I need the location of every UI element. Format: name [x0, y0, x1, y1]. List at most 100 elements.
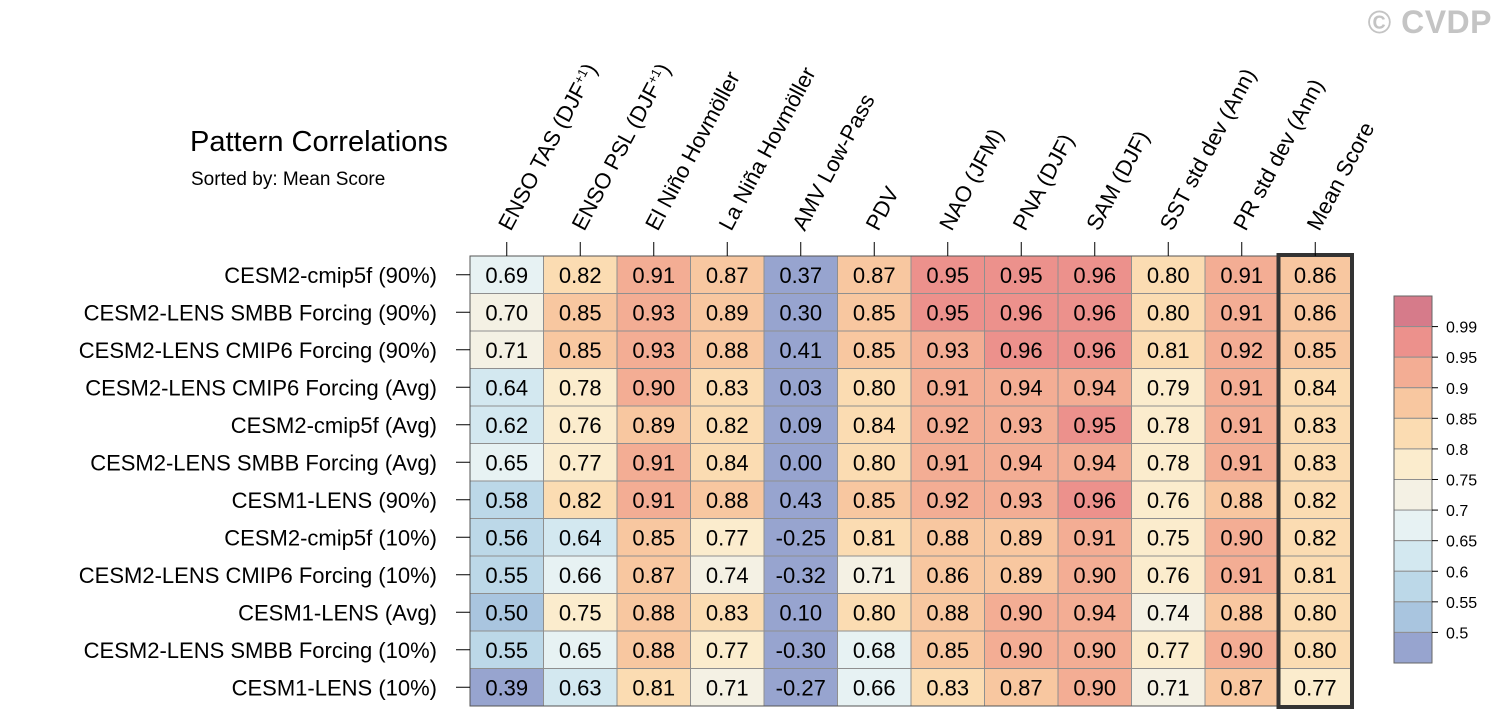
colorbar-tick-label: 0.5: [1446, 625, 1468, 642]
cell-value-label: 0.90: [1000, 638, 1043, 663]
heatmap-cell: [1204, 443, 1279, 482]
colorbar-tick-label: 0.8: [1446, 442, 1468, 459]
cell-value-label: 0.71: [485, 338, 528, 363]
cell-value-label: 0.62: [485, 413, 528, 438]
heatmap-cell: [984, 518, 1059, 557]
cell-value-label: 0.91: [632, 263, 675, 288]
cell-value-label: 0.95: [926, 300, 969, 325]
cell-value-label: 0.83: [926, 675, 969, 700]
heatmap-cell: [984, 630, 1059, 669]
colorbar-segment: [1393, 601, 1433, 633]
cell-value-label: 0.85: [559, 300, 602, 325]
cell-value-label: 0.39: [485, 675, 528, 700]
heatmap-cell: [1204, 405, 1279, 444]
cell-value-label: 0.91: [1073, 525, 1116, 550]
colorbar-segment: [1393, 326, 1433, 358]
cell-value-label: 0.71: [1147, 675, 1190, 700]
row-label: CESM2-LENS SMBB Forcing (Avg): [90, 450, 437, 475]
cell-value-label: 0.85: [632, 525, 675, 550]
cell-value-label: 0.00: [779, 450, 822, 475]
cell-value-label: 0.94: [1000, 450, 1043, 475]
cell-value-label: 0.85: [853, 338, 896, 363]
heatmap-cell: [763, 405, 838, 444]
column-labels: ENSO TAS (DJF+1)ENSO PSL (DJF+1)El Niño …: [493, 59, 1379, 256]
heatmap-cell: [837, 555, 912, 594]
cell-value-label: 0.90: [1073, 675, 1116, 700]
colorbar-segment: [1393, 540, 1433, 572]
cell-value-label: 0.93: [1000, 413, 1043, 438]
cell-value-label: 0.96: [1073, 263, 1116, 288]
heatmap-cell: [1278, 405, 1353, 444]
cell-value-label: 0.66: [853, 675, 896, 700]
cell-value-label: 0.83: [1294, 413, 1337, 438]
cell-value-label: 0.75: [1147, 525, 1190, 550]
heatmap-cell: [1131, 480, 1206, 519]
heatmap-cell: [763, 668, 838, 707]
cell-value-label: 0.87: [1000, 675, 1043, 700]
colorbar-segment: [1393, 509, 1433, 542]
colorbar-segment: [1393, 479, 1433, 511]
heatmap-cell: [1131, 630, 1206, 669]
heatmap-cell: [910, 630, 985, 669]
cell-value-label: 0.82: [706, 413, 749, 438]
cell-value-label: 0.09: [779, 413, 822, 438]
heatmap-cell: [616, 330, 691, 369]
heatmap-cell: [543, 480, 618, 519]
heatmap-cell: [1131, 443, 1206, 482]
cell-value-label: 0.81: [1147, 338, 1190, 363]
chart-subtitle: Sorted by: Mean Score: [191, 169, 386, 190]
cell-value-label: 0.56: [485, 525, 528, 550]
heatmap-cell: [1131, 368, 1206, 407]
cell-value-label: -0.25: [776, 525, 826, 550]
heatmap-cell: [1057, 443, 1132, 482]
cell-value-label: 0.96: [1073, 338, 1116, 363]
colorbar-segment: [1393, 417, 1433, 450]
cell-value-label: 0.91: [1220, 450, 1263, 475]
row-label: CESM2-cmip5f (Avg): [231, 413, 437, 438]
cell-value-label: 0.95: [1073, 413, 1116, 438]
heatmap-cell: [1204, 593, 1279, 632]
colorbar-segment: [1393, 295, 1433, 328]
cell-value-label: 0.70: [485, 300, 528, 325]
heatmap-cell: [1057, 518, 1132, 557]
heatmap-cell: [910, 593, 985, 632]
column-label: PNA (DJF): [1008, 130, 1079, 235]
heatmap-cell: [1131, 593, 1206, 632]
cell-value-label: 0.85: [559, 338, 602, 363]
row-label: CESM1-LENS (10%): [232, 675, 437, 700]
heatmap-cell: [1131, 330, 1206, 369]
cell-value-label: 0.79: [1147, 375, 1190, 400]
cell-value-label: 0.75: [559, 600, 602, 625]
row-labels: CESM2-cmip5f (90%) CESM2-LENS SMBB Forcin…: [79, 263, 470, 700]
cell-value-label: 0.94: [1073, 600, 1116, 625]
cell-value-label: 0.76: [559, 413, 602, 438]
row-label: CESM1-LENS (Avg): [238, 600, 437, 625]
cell-value-label: 0.66: [559, 563, 602, 588]
colorbar-tick-label: 0.65: [1446, 534, 1477, 551]
heatmap-cell: [690, 443, 765, 482]
cell-value-label: 0.80: [1294, 600, 1337, 625]
column-label: Mean Score: [1302, 118, 1380, 234]
row-label: CESM2-cmip5f (90%): [224, 263, 437, 288]
heatmap-cell: [543, 668, 618, 707]
cell-value-label: 0.81: [853, 525, 896, 550]
heatmap-cell: [1204, 518, 1279, 557]
cell-value-label: 0.88: [926, 600, 969, 625]
colorbar-segment: [1393, 356, 1433, 389]
cell-value-label: 0.50: [485, 600, 528, 625]
row-label: CESM2-LENS CMIP6 Forcing (90%): [79, 338, 437, 363]
cell-value-label: -0.27: [776, 675, 826, 700]
cell-value-label: 0.87: [632, 563, 675, 588]
cell-value-label: 0.87: [1220, 675, 1263, 700]
cell-value-label: 0.91: [1220, 263, 1263, 288]
cell-value-label: 0.90: [1220, 525, 1263, 550]
heatmap-cell: [837, 443, 912, 482]
heatmap-cell: [763, 555, 838, 594]
colorbar-tick-label: 0.85: [1446, 411, 1477, 428]
heatmap-cell: [763, 518, 838, 557]
heatmap-cell: [1204, 668, 1279, 707]
cell-value-label: 0.41: [779, 338, 822, 363]
cell-value-label: 0.82: [559, 488, 602, 513]
cell-value-label: 0.80: [853, 600, 896, 625]
cell-value-label: 0.58: [485, 488, 528, 513]
